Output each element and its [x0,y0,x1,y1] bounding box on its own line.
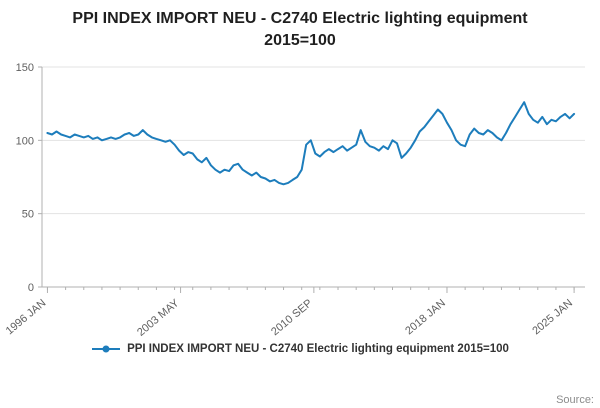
legend-item[interactable]: PPI INDEX IMPORT NEU - C2740 Electric li… [0,343,600,355]
source-label: Source: [556,394,594,406]
svg-text:0: 0 [28,282,34,294]
svg-text:2025 JAN: 2025 JAN [530,297,575,337]
legend-line-marker-icon [91,343,121,355]
legend-label: PPI INDEX IMPORT NEU - C2740 Electric li… [127,342,509,355]
svg-text:150: 150 [16,62,34,74]
svg-text:2018 JAN: 2018 JAN [403,297,448,337]
chart-title: PPI INDEX IMPORT NEU - C2740 Electric li… [0,8,600,53]
svg-text:100: 100 [16,135,34,147]
chart-title-line1: PPI INDEX IMPORT NEU - C2740 Electric li… [72,10,528,27]
svg-text:2010 SEP: 2010 SEP [269,297,315,338]
svg-text:2003 MAY: 2003 MAY [135,296,182,338]
svg-text:50: 50 [22,208,34,220]
chart-title-line2: 2015=100 [264,32,336,50]
svg-text:1996 JAN: 1996 JAN [4,297,49,337]
line-chart: 0 50 100 150 1996 JAN 2003 MAY 2010 SEP 2018 JA… [4,62,585,339]
